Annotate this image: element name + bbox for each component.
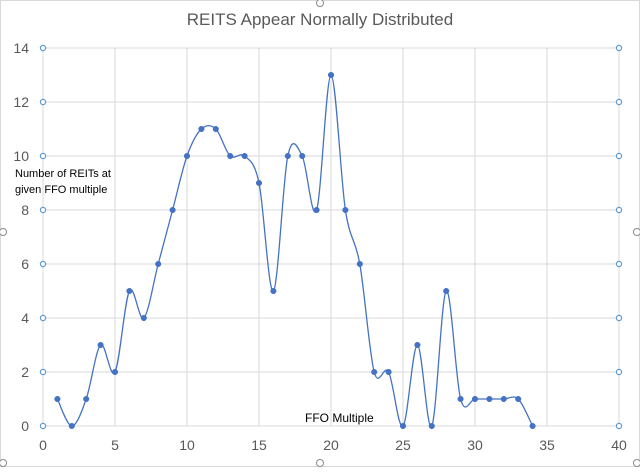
x-tick-label: 10 — [179, 437, 195, 453]
data-point — [141, 315, 147, 321]
y-tick-label: 10 — [13, 148, 29, 164]
x-tick-label: 15 — [251, 437, 267, 453]
data-point — [472, 396, 478, 402]
plot-area-handle — [40, 369, 45, 374]
plot-area-handle — [40, 423, 45, 428]
data-point — [184, 153, 190, 159]
data-point — [530, 423, 536, 429]
data-point — [69, 423, 75, 429]
x-tick-label: 30 — [467, 437, 483, 453]
plot-area-handle — [616, 369, 621, 374]
plot-area-handle — [616, 315, 621, 320]
plot-area-handle — [40, 207, 45, 212]
data-point — [98, 342, 104, 348]
data-point — [314, 207, 320, 213]
data-point — [127, 288, 133, 294]
chart-title: REITS Appear Normally Distributed — [0, 10, 640, 30]
data-point — [487, 396, 493, 402]
data-point — [443, 288, 449, 294]
plot-area-handle — [616, 207, 621, 212]
data-point — [256, 180, 262, 186]
data-point — [357, 261, 363, 267]
data-point — [112, 369, 118, 375]
y-tick-label: 6 — [21, 256, 29, 272]
data-point — [386, 369, 392, 375]
x-tick-label: 0 — [39, 437, 47, 453]
data-point — [227, 153, 233, 159]
x-tick-label: 5 — [111, 437, 119, 453]
data-point — [328, 72, 334, 78]
data-point — [458, 396, 464, 402]
plot-area-handle — [616, 153, 621, 158]
x-axis-label: FFO Multiple — [305, 411, 374, 425]
plot-area-handle — [616, 261, 621, 266]
plot-area-handle — [616, 99, 621, 104]
plot-area-handle — [40, 99, 45, 104]
data-point — [429, 423, 435, 429]
data-point — [83, 396, 89, 402]
y-tick-label: 14 — [13, 40, 29, 56]
data-point — [199, 126, 205, 132]
y-tick-label: 2 — [21, 364, 29, 380]
chart-resize-handle[interactable] — [317, 460, 324, 467]
chart-resize-handle[interactable] — [0, 229, 7, 236]
data-point — [343, 207, 349, 213]
plot-area-handle — [40, 315, 45, 320]
data-point — [415, 342, 421, 348]
chart-resize-handle[interactable] — [634, 460, 640, 467]
x-tick-label: 20 — [323, 437, 339, 453]
data-point — [155, 261, 161, 267]
x-tick-label: 40 — [611, 437, 627, 453]
data-point — [55, 396, 61, 402]
x-tick-label: 25 — [395, 437, 411, 453]
data-point — [271, 288, 277, 294]
plot-area-handle — [40, 153, 45, 158]
data-point — [515, 396, 521, 402]
data-point — [213, 126, 219, 132]
data-point — [299, 153, 305, 159]
chart-resize-handle[interactable] — [0, 460, 7, 467]
plot-area-handle — [40, 45, 45, 50]
y-axis-label: Number of REITs at given FFO multiple — [15, 166, 125, 198]
data-point — [400, 423, 406, 429]
data-point — [285, 153, 291, 159]
y-tick-label: 8 — [21, 202, 29, 218]
data-point — [170, 207, 176, 213]
y-tick-label: 4 — [21, 310, 29, 326]
chart-resize-handle[interactable] — [317, 0, 324, 7]
y-tick-label: 12 — [13, 94, 29, 110]
y-tick-label: 0 — [21, 418, 29, 434]
plot-area-handle — [616, 45, 621, 50]
plot-area-handle — [616, 423, 621, 428]
data-point — [242, 153, 248, 159]
plot-area-handle — [40, 261, 45, 266]
data-point — [501, 396, 507, 402]
data-point — [371, 369, 377, 375]
x-tick-label: 35 — [539, 437, 555, 453]
chart-resize-handle[interactable] — [634, 229, 640, 236]
